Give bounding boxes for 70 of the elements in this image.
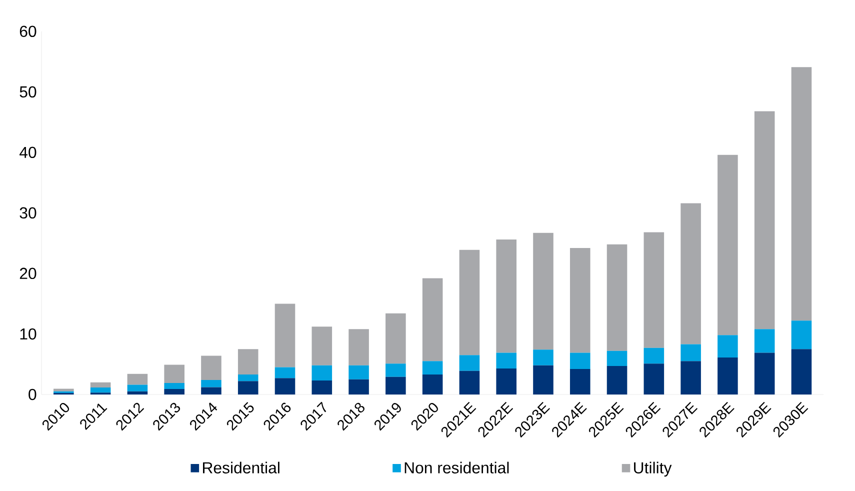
bar xyxy=(164,389,184,395)
bar xyxy=(201,356,222,380)
bar xyxy=(386,364,406,378)
bar xyxy=(238,349,258,375)
bar xyxy=(238,374,258,382)
bar xyxy=(606,351,628,366)
bar xyxy=(754,111,775,330)
y-tick-label: 20 xyxy=(20,268,36,280)
bar xyxy=(238,381,258,395)
bar xyxy=(680,361,701,395)
bar xyxy=(459,250,480,356)
bar xyxy=(274,304,296,368)
bar xyxy=(127,374,148,385)
bar xyxy=(680,203,701,344)
bar xyxy=(606,244,628,352)
bar xyxy=(533,366,554,395)
bar xyxy=(54,388,74,392)
bar xyxy=(348,366,369,380)
bar xyxy=(791,349,812,395)
bar xyxy=(459,371,480,395)
y-tick-label: 30 xyxy=(20,207,36,219)
bar xyxy=(570,352,590,370)
y-tick-label: 50 xyxy=(20,86,36,98)
bar xyxy=(312,366,332,381)
bar xyxy=(644,232,664,348)
legend-label: Non residential xyxy=(404,462,509,474)
bar xyxy=(644,364,664,395)
bar xyxy=(90,388,111,393)
y-tick-label: 0 xyxy=(28,388,36,400)
bar xyxy=(274,367,296,378)
bar xyxy=(386,377,406,395)
bar xyxy=(718,335,738,358)
bar xyxy=(718,358,738,395)
bar xyxy=(754,329,775,353)
bar xyxy=(496,240,516,353)
bar xyxy=(422,361,443,375)
legend-label: Utility xyxy=(634,462,672,477)
bar xyxy=(422,278,443,362)
legend-label: Residential xyxy=(203,462,280,474)
bar xyxy=(422,374,443,395)
bar xyxy=(274,378,296,395)
bar xyxy=(570,248,590,353)
bar xyxy=(164,383,184,390)
bar xyxy=(570,369,590,395)
bar xyxy=(791,320,812,350)
bar xyxy=(533,233,554,350)
bar xyxy=(348,379,369,395)
bar xyxy=(201,380,222,388)
bar xyxy=(127,384,148,392)
y-tick-label: 60 xyxy=(20,26,36,38)
bar xyxy=(606,366,628,395)
bar xyxy=(496,368,516,395)
y-tick-label: 40 xyxy=(20,146,36,158)
bar xyxy=(164,364,184,384)
bar xyxy=(459,355,480,372)
bar xyxy=(312,380,332,395)
bar xyxy=(533,350,554,366)
bar xyxy=(718,154,738,336)
bar xyxy=(791,67,812,321)
bar xyxy=(496,352,516,369)
bar xyxy=(348,329,369,366)
bar xyxy=(754,352,775,395)
bar xyxy=(680,344,701,362)
y-tick-label: 10 xyxy=(20,328,36,340)
bar xyxy=(644,348,664,364)
bar xyxy=(201,387,222,395)
bar xyxy=(386,314,406,364)
bar xyxy=(127,392,148,395)
bar xyxy=(312,326,332,366)
bar xyxy=(90,382,111,388)
